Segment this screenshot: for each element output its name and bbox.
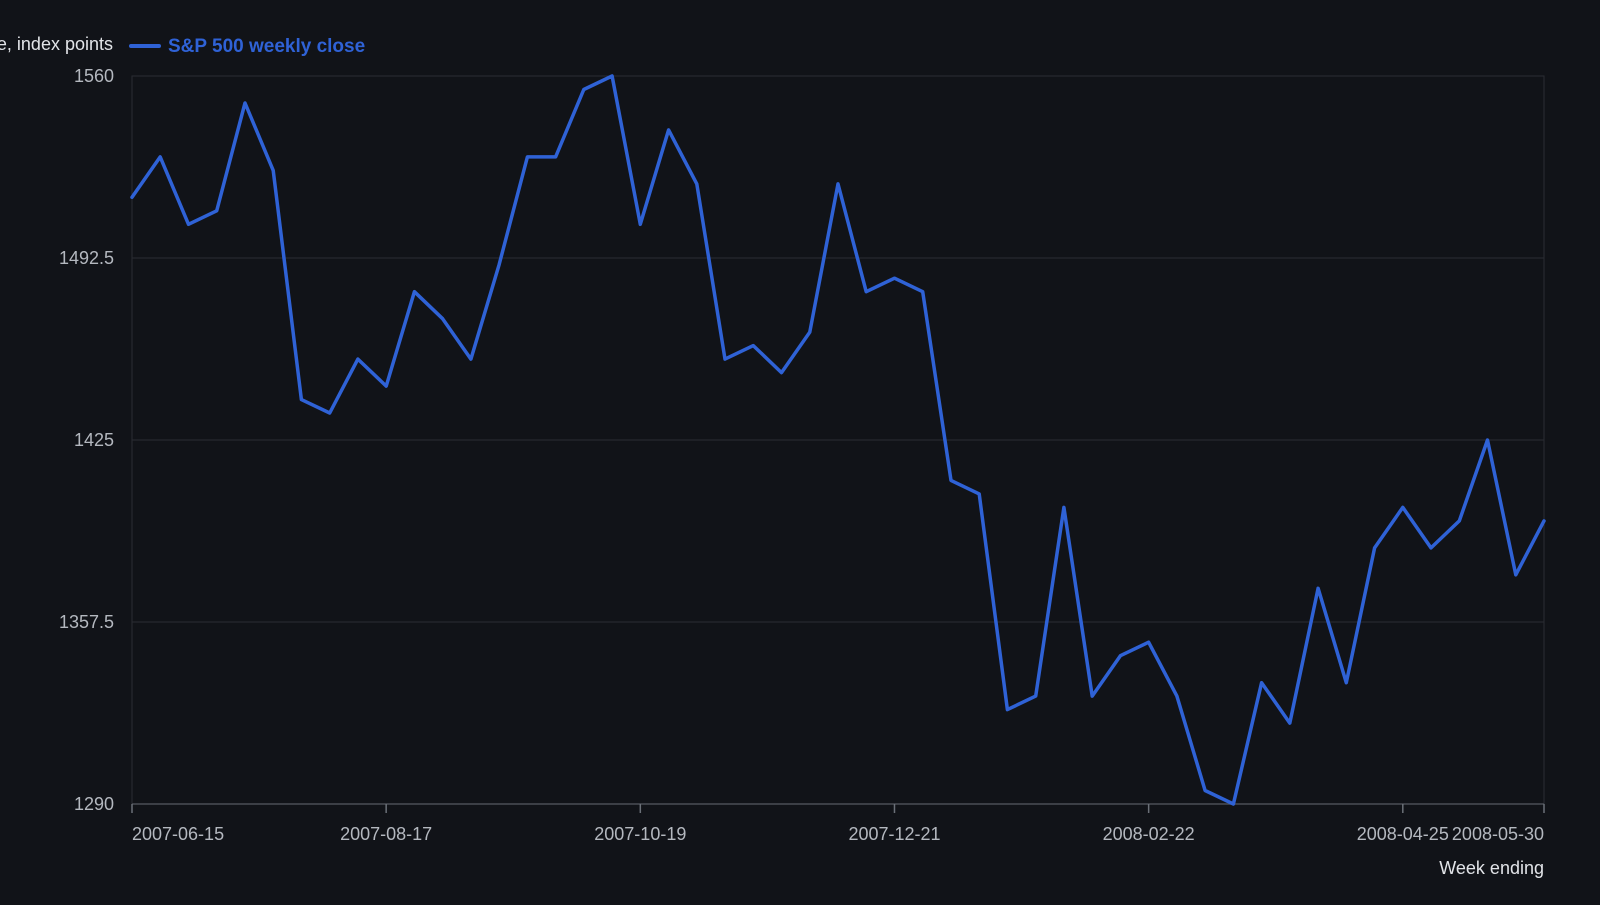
data-point bbox=[1090, 694, 1094, 698]
data-point bbox=[864, 290, 868, 294]
data-point bbox=[610, 74, 614, 78]
y-tick-label: 1357.5 bbox=[59, 612, 114, 632]
y-tick-label: 1425 bbox=[74, 430, 114, 450]
data-point bbox=[130, 195, 134, 199]
data-point bbox=[723, 357, 727, 361]
data-point bbox=[893, 276, 897, 280]
data-point bbox=[469, 357, 473, 361]
data-point bbox=[1175, 694, 1179, 698]
y-tick-label: 1560 bbox=[74, 66, 114, 86]
data-point bbox=[780, 371, 784, 375]
data-point bbox=[1147, 640, 1151, 644]
x-tick-label: 2008-04-25 bbox=[1357, 824, 1449, 844]
data-point bbox=[187, 222, 191, 226]
data-point bbox=[271, 168, 275, 172]
data-point bbox=[412, 290, 416, 294]
data-point bbox=[497, 263, 501, 267]
data-point bbox=[1005, 708, 1009, 712]
x-tick-label: 2007-10-19 bbox=[594, 824, 686, 844]
data-point bbox=[384, 384, 388, 388]
legend-label: S&P 500 weekly close bbox=[168, 36, 365, 57]
data-point bbox=[1373, 546, 1377, 550]
series-line bbox=[130, 74, 1546, 806]
data-point bbox=[638, 222, 642, 226]
data-point bbox=[808, 330, 812, 334]
x-tick-label: 2008-02-22 bbox=[1103, 824, 1195, 844]
x-tick-label: 2007-06-15 bbox=[132, 824, 224, 844]
y-axis-label: S&P 500 close, index points bbox=[0, 34, 113, 54]
data-point bbox=[243, 101, 247, 105]
series-layer bbox=[130, 74, 1546, 806]
data-point bbox=[582, 88, 586, 92]
data-point bbox=[1514, 573, 1518, 577]
data-point bbox=[356, 357, 360, 361]
data-point bbox=[1457, 519, 1461, 523]
data-point bbox=[695, 182, 699, 186]
data-point bbox=[1288, 721, 1292, 725]
data-point bbox=[1118, 654, 1122, 658]
y-tick-label: 1492.5 bbox=[59, 248, 114, 268]
data-point bbox=[441, 317, 445, 321]
axis-layer: 1290 1357.5 1425 1492.5 1560 2007-06-15 2007-0… bbox=[59, 66, 1545, 844]
data-point bbox=[949, 478, 953, 482]
data-point bbox=[836, 182, 840, 186]
data-point bbox=[299, 398, 303, 402]
grid-layer bbox=[132, 257, 1544, 623]
data-point bbox=[1231, 802, 1235, 806]
y-tick-label: 1290 bbox=[74, 794, 114, 814]
data-point bbox=[1316, 586, 1320, 590]
data-point bbox=[1034, 694, 1038, 698]
data-point bbox=[1486, 438, 1490, 442]
data-point bbox=[215, 209, 219, 213]
data-point bbox=[1260, 681, 1264, 685]
x-axis-label: Week ending bbox=[1439, 858, 1544, 878]
data-point bbox=[1542, 519, 1546, 523]
data-point bbox=[158, 155, 162, 159]
data-point bbox=[1401, 505, 1405, 509]
data-point bbox=[1203, 789, 1207, 793]
legend: S&P 500 weekly close bbox=[129, 36, 365, 57]
data-point bbox=[1429, 546, 1433, 550]
data-point bbox=[328, 411, 332, 415]
data-point bbox=[977, 492, 981, 496]
data-point bbox=[921, 290, 925, 294]
data-point bbox=[667, 128, 671, 132]
x-tick-label: 2007-12-21 bbox=[848, 824, 940, 844]
data-point bbox=[751, 344, 755, 348]
data-point bbox=[1344, 681, 1348, 685]
x-tick-label: 2007-08-17 bbox=[340, 824, 432, 844]
data-point bbox=[525, 155, 529, 159]
data-point bbox=[1062, 505, 1066, 509]
data-point bbox=[554, 155, 558, 159]
x-tick-label: 2008-05-30 bbox=[1452, 824, 1544, 844]
